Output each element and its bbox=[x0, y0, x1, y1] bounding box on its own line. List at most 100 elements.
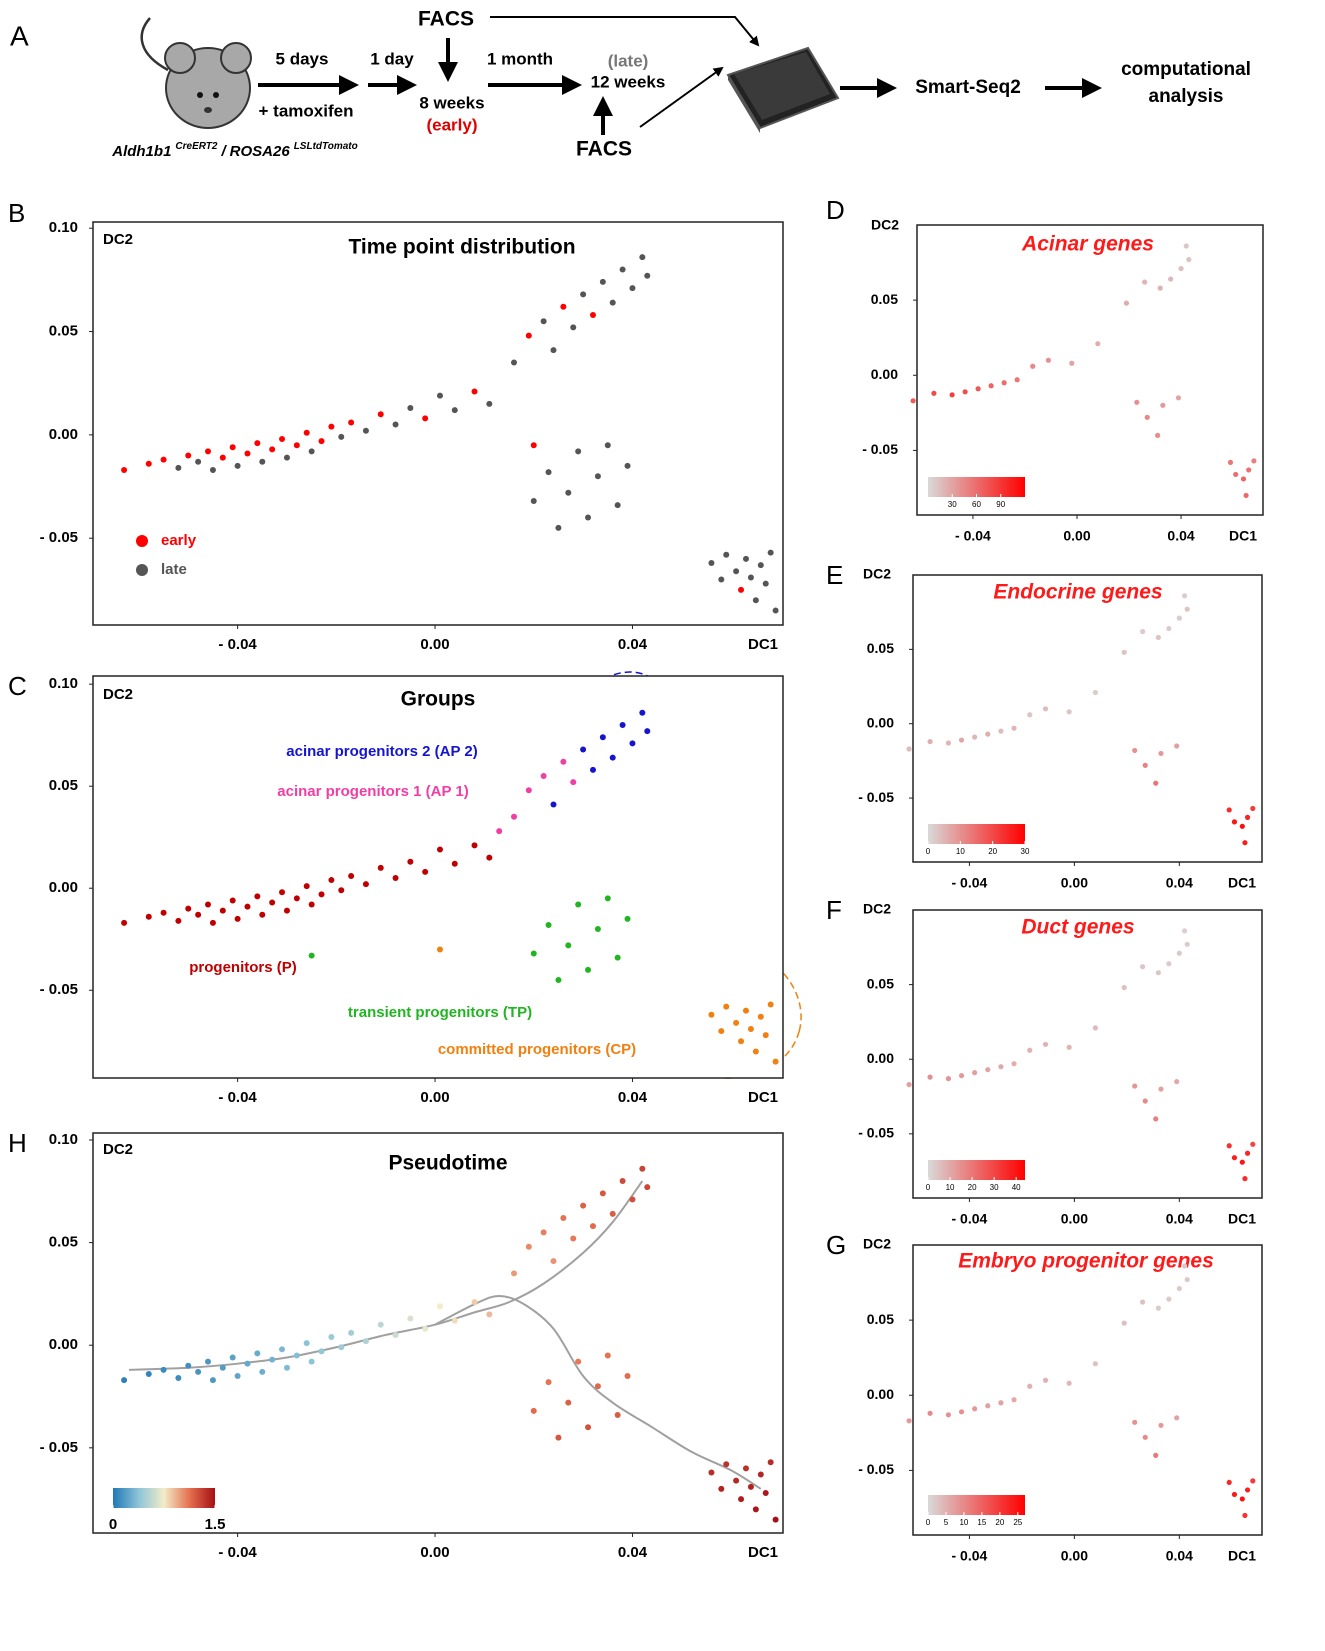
data-point bbox=[575, 448, 582, 455]
data-point bbox=[762, 580, 769, 587]
chart-title: Groups bbox=[401, 688, 476, 711]
data-point bbox=[988, 383, 994, 389]
data-point bbox=[1045, 357, 1051, 363]
data-point bbox=[209, 1377, 216, 1384]
data-point bbox=[1121, 984, 1127, 991]
data-point bbox=[1183, 243, 1189, 249]
x-tick-label: - 0.04 bbox=[218, 1089, 257, 1106]
data-point bbox=[998, 1064, 1004, 1070]
data-point bbox=[1142, 762, 1148, 768]
data-point bbox=[762, 1032, 769, 1039]
plot-frame bbox=[916, 224, 1264, 516]
data-point bbox=[1092, 689, 1098, 696]
data-point bbox=[1011, 725, 1017, 731]
colorbar-label: 30 bbox=[1021, 847, 1030, 856]
data-point bbox=[1142, 1098, 1148, 1104]
data-point bbox=[511, 813, 518, 820]
data-point bbox=[1178, 265, 1184, 272]
data-point bbox=[639, 1165, 646, 1172]
data-point bbox=[1184, 1276, 1190, 1283]
data-point bbox=[619, 266, 626, 273]
data-point bbox=[1142, 279, 1148, 285]
data-point bbox=[219, 907, 226, 914]
data-point bbox=[195, 458, 202, 465]
data-point bbox=[303, 1340, 310, 1347]
data-point bbox=[1157, 285, 1163, 291]
y-tick-label: 0.05 bbox=[867, 640, 894, 656]
data-point bbox=[362, 881, 369, 888]
data-point bbox=[1121, 1320, 1127, 1326]
data-point bbox=[1095, 341, 1101, 347]
data-point bbox=[723, 1461, 730, 1468]
data-point bbox=[1244, 1487, 1251, 1493]
y-tick-label: 0.05 bbox=[49, 323, 78, 340]
data-point bbox=[585, 966, 592, 973]
colorbar-label: 30 bbox=[990, 1183, 999, 1192]
x-tick-label: 0.04 bbox=[618, 1544, 648, 1561]
data-point bbox=[555, 1434, 562, 1441]
data-point bbox=[1239, 1159, 1245, 1165]
data-point bbox=[328, 1334, 335, 1341]
data-point bbox=[585, 514, 592, 521]
data-point bbox=[742, 1007, 749, 1014]
data-point bbox=[1174, 743, 1180, 749]
data-point bbox=[1168, 276, 1174, 282]
legend-label: committed progenitors (CP) bbox=[438, 1041, 636, 1058]
data-point bbox=[945, 1076, 952, 1082]
y-axis-label: DC2 bbox=[103, 1141, 133, 1158]
mouse-icon bbox=[140, 17, 252, 129]
data-point bbox=[560, 1214, 567, 1221]
x-axis-label: DC1 bbox=[1228, 1548, 1256, 1564]
y-tick-label: - 0.05 bbox=[858, 1125, 894, 1141]
data-point bbox=[570, 779, 577, 786]
data-point bbox=[550, 347, 557, 354]
x-tick-label: 0.04 bbox=[1167, 528, 1194, 544]
data-point bbox=[1231, 819, 1238, 825]
x-tick-label: - 0.04 bbox=[218, 1544, 257, 1561]
data-point bbox=[293, 895, 300, 902]
data-point bbox=[1226, 807, 1232, 813]
data-point bbox=[555, 524, 562, 531]
data-point bbox=[293, 1352, 300, 1359]
data-point bbox=[407, 858, 414, 865]
data-point bbox=[565, 1399, 572, 1406]
colorbar-label: 25 bbox=[1013, 1518, 1022, 1527]
data-point bbox=[1042, 706, 1049, 712]
data-point bbox=[718, 576, 725, 583]
plot-frame bbox=[912, 909, 1263, 1199]
data-point bbox=[1001, 380, 1007, 386]
data-point bbox=[308, 952, 315, 959]
data-point bbox=[589, 766, 596, 773]
colorbar-label: 10 bbox=[959, 1518, 968, 1527]
data-point bbox=[121, 919, 128, 926]
data-point bbox=[1226, 1143, 1232, 1149]
data-point bbox=[985, 1067, 991, 1073]
data-point bbox=[1153, 1116, 1159, 1122]
data-point bbox=[279, 1346, 286, 1353]
legend-label: acinar progenitors 2 (AP 2) bbox=[286, 743, 477, 760]
data-point bbox=[1134, 399, 1140, 405]
data-point bbox=[1251, 458, 1257, 464]
data-point bbox=[422, 1325, 429, 1332]
x-tick-label: - 0.04 bbox=[952, 1211, 988, 1227]
data-point bbox=[752, 1506, 759, 1513]
data-point bbox=[525, 332, 532, 339]
data-point bbox=[269, 899, 276, 906]
data-point bbox=[303, 883, 310, 890]
y-axis-label: DC2 bbox=[863, 901, 891, 917]
y-tick-label: 0.00 bbox=[867, 1050, 894, 1066]
data-point bbox=[244, 1360, 251, 1367]
data-point bbox=[451, 407, 458, 414]
data-point bbox=[338, 433, 345, 440]
data-point bbox=[949, 392, 955, 398]
data-point bbox=[985, 1403, 991, 1409]
chart-title: Embryo progenitor genes bbox=[958, 1250, 1214, 1273]
y-tick-label: 0.10 bbox=[49, 1131, 78, 1148]
y-axis-label: DC2 bbox=[863, 566, 891, 582]
data-point bbox=[614, 954, 621, 961]
data-point bbox=[175, 1375, 182, 1382]
data-point bbox=[219, 454, 226, 461]
y-tick-label: - 0.05 bbox=[858, 789, 894, 805]
